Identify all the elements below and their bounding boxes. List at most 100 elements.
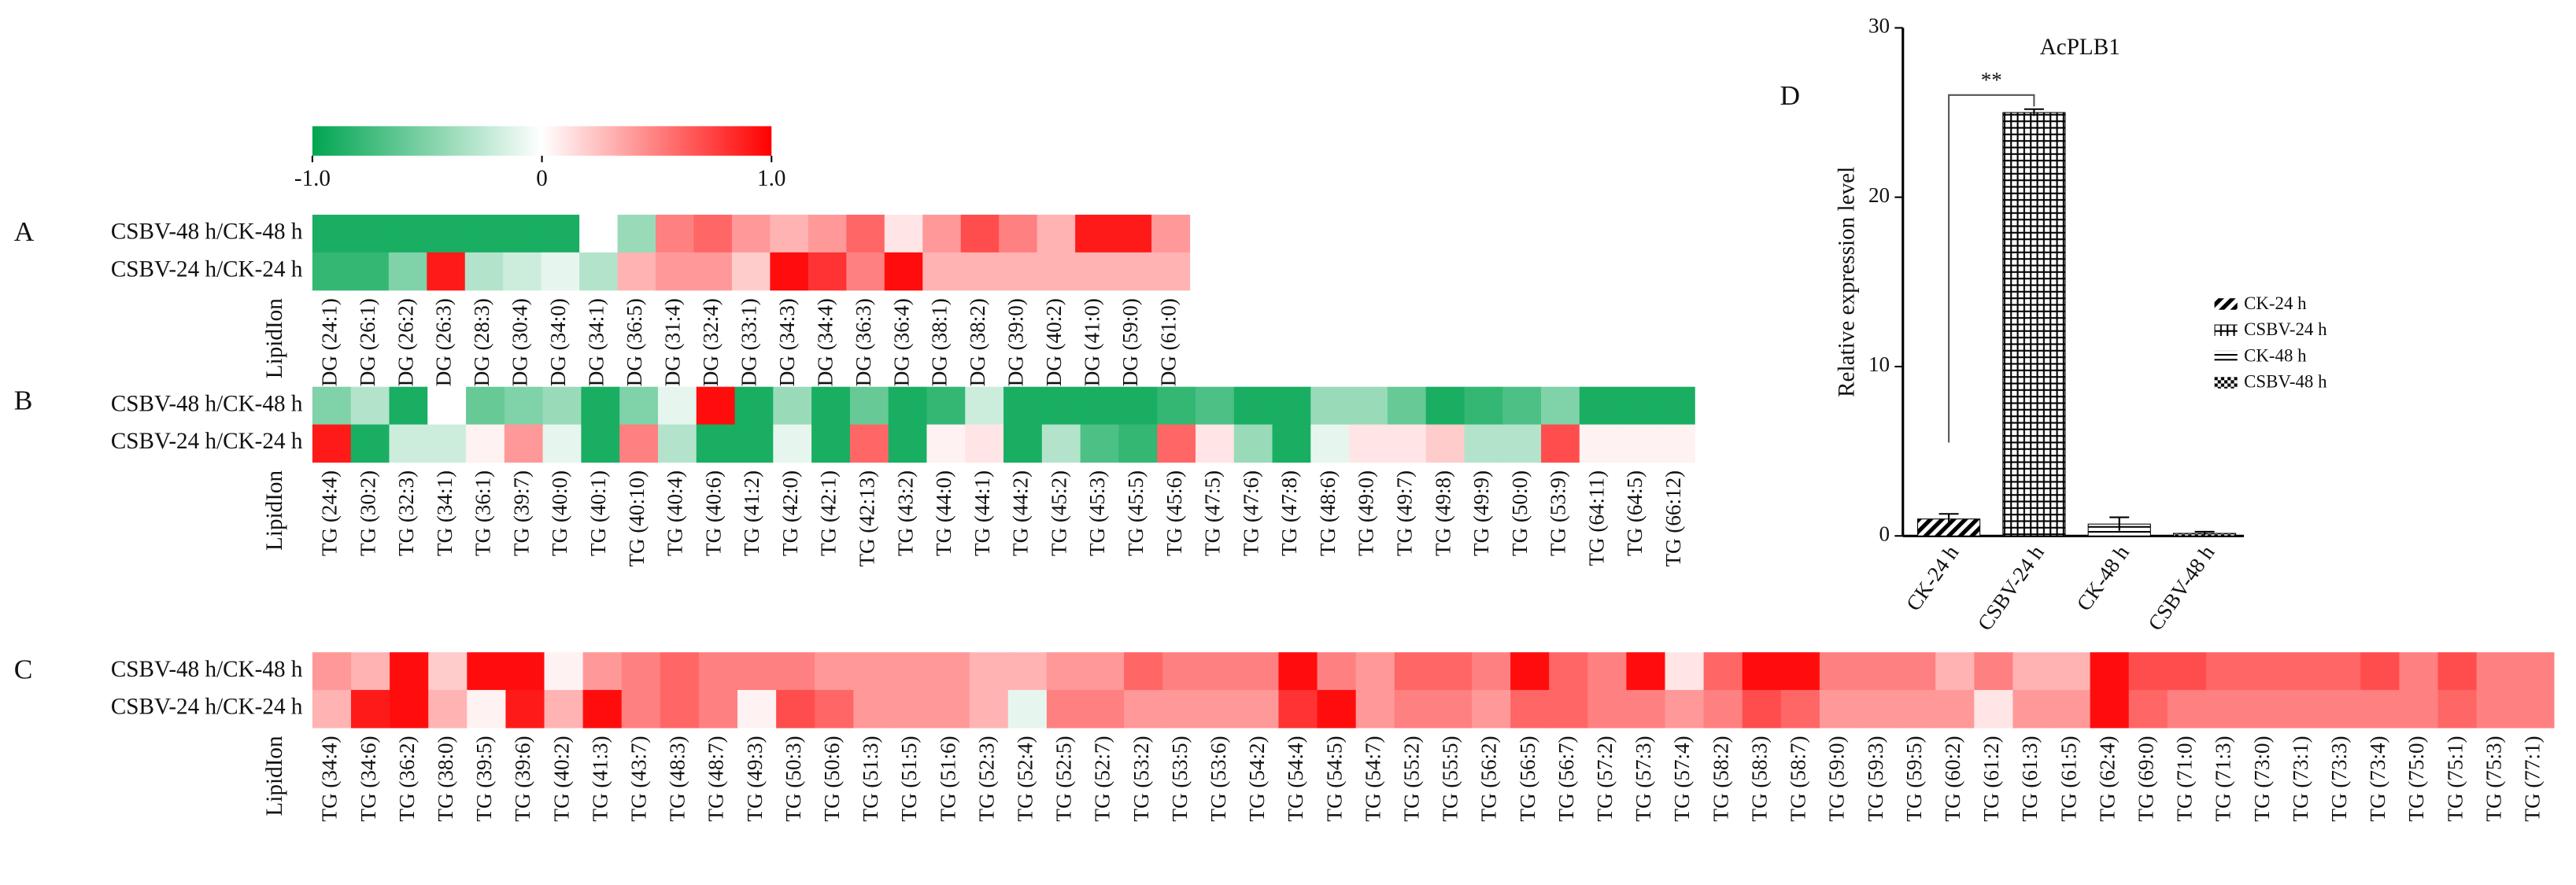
heat-cell: [1510, 652, 1550, 691]
heat-cell: [2245, 690, 2284, 728]
heat-cell: [1037, 214, 1076, 253]
heat-cell: [504, 386, 544, 426]
column-label: DG (36:4): [889, 298, 913, 386]
heat-cell: [428, 652, 468, 691]
column-label: TG (52:3): [974, 736, 998, 821]
column-label: TG (44:1): [970, 470, 994, 556]
heat-cell: [2322, 652, 2361, 691]
heat-cell: [892, 652, 932, 691]
heat-cell: [731, 214, 771, 253]
heat-cell: [922, 214, 962, 253]
heat-cell: [2360, 690, 2400, 728]
heat-cell: [1587, 652, 1628, 691]
column-label: TG (73:4): [2366, 736, 2389, 821]
column-label: TG (41:2): [740, 470, 763, 556]
heat-cell: [2515, 690, 2555, 728]
heat-cell: [464, 214, 504, 253]
heat-cell: [2205, 652, 2245, 691]
heat-cell: [657, 386, 697, 426]
heat-cell: [1201, 690, 1240, 728]
heat-cell: [960, 214, 1000, 253]
column-label: TG (49:7): [1392, 470, 1416, 556]
column-label: TG (58:2): [1709, 736, 1732, 821]
heat-cell: [776, 690, 815, 728]
heat-cell: [1897, 652, 1936, 691]
heat-cell: [1703, 690, 1743, 728]
heat-cell: [1118, 386, 1158, 426]
heat-cell: [999, 214, 1038, 253]
heat-cell: [1656, 424, 1695, 463]
row-label: CSBV-24 h/CK-24 h: [111, 256, 303, 282]
heat-cell: [428, 690, 468, 728]
heat-cell: [1085, 652, 1125, 691]
heat-cell: [2090, 652, 2130, 691]
heat-cell: [1549, 690, 1588, 728]
heat-cell: [888, 386, 928, 426]
heat-cell: [657, 424, 697, 463]
heat-cell: [1974, 690, 2014, 728]
heat-cell: [582, 690, 623, 728]
column-label: TG (49:0): [1355, 470, 1378, 556]
column-label: TG (40:6): [701, 470, 725, 556]
heat-cell: [1080, 386, 1120, 426]
heat-cell: [1464, 424, 1503, 463]
heat-cell: [696, 386, 736, 426]
column-label: TG (51:3): [859, 736, 882, 821]
heat-cell: [579, 252, 619, 291]
heat-cell: [390, 690, 429, 728]
column-label: TG (38:0): [434, 736, 457, 821]
column-label: TG (56:7): [1554, 736, 1578, 821]
heat-cell: [1626, 652, 1666, 691]
significance-label: **: [1981, 68, 2002, 91]
heat-cell: [734, 386, 774, 426]
heat-cell: [693, 214, 733, 253]
column-label: TG (56:2): [1477, 736, 1501, 821]
x-tick-label: CSBV-24 h: [1973, 540, 2049, 635]
heat-cell: [969, 690, 1009, 728]
column-label: TG (48:7): [704, 736, 728, 821]
heat-cell: [1195, 386, 1235, 426]
heat-cell: [698, 652, 738, 691]
heat-cell: [656, 252, 695, 291]
heat-cell: [1626, 690, 1666, 728]
column-label: TG (39:7): [509, 470, 533, 556]
heat-cell: [2245, 652, 2284, 691]
heat-cell: [1355, 690, 1395, 728]
column-label: TG (45:5): [1124, 470, 1148, 556]
heat-cell: [965, 424, 1004, 463]
heat-cell: [388, 214, 427, 253]
heat-cell: [541, 214, 580, 253]
column-label: TG (57:3): [1632, 736, 1655, 821]
heat-cell: [312, 386, 352, 426]
heat-cell: [1075, 252, 1114, 291]
heat-cell: [1974, 652, 2014, 691]
column-label: TG (54:7): [1361, 736, 1384, 821]
heat-cell: [2205, 690, 2245, 728]
heat-cell: [621, 652, 661, 691]
heat-cell: [351, 690, 390, 728]
heat-cell: [1113, 214, 1152, 253]
column-label: TG (48:6): [1316, 470, 1340, 556]
column-label: TG (49:8): [1431, 470, 1454, 556]
heat-cell: [1162, 690, 1202, 728]
heat-cell: [466, 386, 505, 426]
column-label: TG (32:3): [394, 470, 418, 556]
column-label: TG (54:5): [1322, 736, 1346, 821]
column-label: TG (48:3): [666, 736, 689, 821]
heat-cell: [1549, 652, 1588, 691]
column-label: TG (55:5): [1439, 736, 1462, 821]
heat-cell: [1157, 386, 1196, 426]
heat-cell: [389, 424, 428, 463]
column-label: DG (26:3): [432, 298, 456, 386]
column-label: TG (42:13): [856, 470, 879, 567]
heat-cell: [1819, 690, 1859, 728]
heat-cell: [2090, 690, 2130, 728]
heat-cell: [619, 386, 659, 426]
heat-cell: [853, 690, 893, 728]
x-tick-label: CK-24 h: [1902, 540, 1964, 615]
heat-cell: [389, 386, 428, 426]
heat-cell: [1317, 652, 1357, 691]
colorbar-label: 1.0: [757, 166, 785, 191]
heat-cell: [1233, 424, 1273, 463]
column-label: TG (64:5): [1623, 470, 1646, 556]
